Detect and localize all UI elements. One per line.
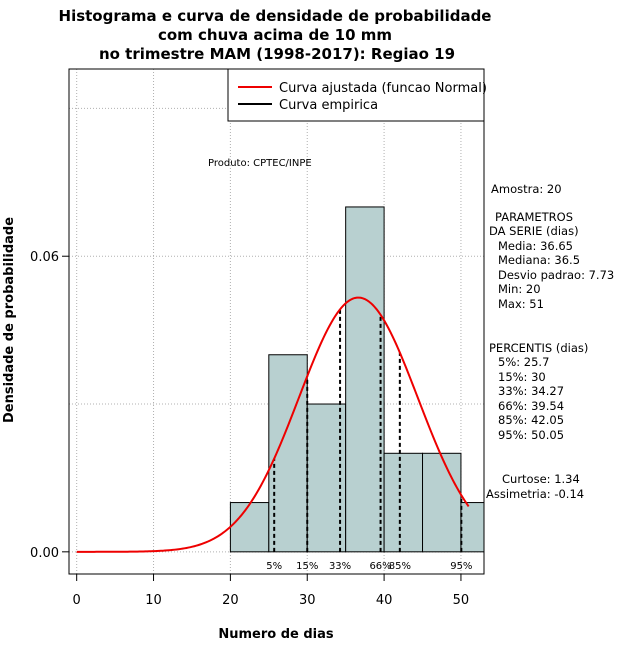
legend-label-empirical: Curva empirica <box>279 98 378 113</box>
percentil-15: 15%: 30 <box>498 370 546 384</box>
params-title-2: DA SERIE (dias) <box>489 224 579 238</box>
percentile-label-1: 5% <box>266 561 282 572</box>
histogram-bar-6 <box>422 452 462 553</box>
percentile-label-6: 95% <box>450 561 472 572</box>
legend-box <box>227 68 485 122</box>
x-tick-label-30: 30 <box>299 593 316 608</box>
histogram-bars <box>229 206 485 553</box>
percentile-label-4: 66% <box>369 561 391 572</box>
histogram-bar-4 <box>345 206 385 553</box>
x-axis-title: Numero de dias <box>218 627 334 642</box>
x-tick-label-40: 40 <box>376 593 393 608</box>
kurtosis: Curtose: 1.34 <box>502 472 580 486</box>
skewness: Assimetria: -0.14 <box>486 487 584 501</box>
axes: 0 10 20 30 40 50 0.00 0.06 <box>30 250 469 608</box>
y-tick-label-0.00: 0.00 <box>30 546 59 561</box>
title-line-2: com chuva acima de 10 mm <box>158 26 392 44</box>
sample-size: Amostra: 20 <box>491 182 562 196</box>
product-annotation: Produto: CPTEC/INPE <box>208 158 312 169</box>
x-tick-label-20: 20 <box>222 593 239 608</box>
percentil-66: 66%: 39.54 <box>498 399 564 413</box>
param-min: Min: 20 <box>498 282 541 296</box>
param-median: Mediana: 36.5 <box>498 253 580 267</box>
x-tick-label-0: 0 <box>73 593 81 608</box>
normal-curve <box>76 296 470 553</box>
percentile-lines: 5% 15% 33% 66%85% 95% <box>266 309 472 572</box>
percentil-33: 33%: 34.27 <box>498 384 564 398</box>
percentis-title: PERCENTIS (dias) <box>489 341 588 355</box>
x-tick-label-50: 50 <box>453 593 470 608</box>
param-max: Max: 51 <box>498 297 544 311</box>
params-title-1: PARAMETROS <box>495 210 573 224</box>
percentil-95: 95%: 50.05 <box>498 428 564 442</box>
title-line-1: Histograma e curva de densidade de proba… <box>59 7 492 25</box>
histogram-bar-5 <box>383 452 424 553</box>
side-stats: Amostra: 20 PARAMETROS DA SERIE (dias) M… <box>486 182 614 501</box>
percentil-85: 85%: 42.05 <box>498 413 564 427</box>
normal-curve-line <box>76 296 470 553</box>
percentile-label-2: 15% <box>296 561 318 572</box>
percentile-label-3: 33% <box>329 561 351 572</box>
percentil-5: 5%: 25.7 <box>498 355 549 369</box>
histogram-bar-1 <box>229 502 270 553</box>
chart-title: Histograma e curva de densidade de proba… <box>59 7 492 63</box>
x-tick-label-10: 10 <box>145 593 162 608</box>
title-line-3: no trimestre MAM (1998-2017): Regiao 19 <box>99 45 455 63</box>
percentile-label-5: 85% <box>389 561 411 572</box>
y-tick-label-0.06: 0.06 <box>30 250 59 265</box>
param-sd: Desvio padrao: 7.73 <box>498 268 614 282</box>
legend: Curva ajustada (funcao Normal) Curva emp… <box>227 68 487 122</box>
param-mean: Media: 36.65 <box>498 239 573 253</box>
histogram-bar-7 <box>460 502 485 553</box>
y-axis-title: Densidade de probabilidade <box>2 217 17 423</box>
legend-label-normal: Curva ajustada (funcao Normal) <box>279 81 487 96</box>
